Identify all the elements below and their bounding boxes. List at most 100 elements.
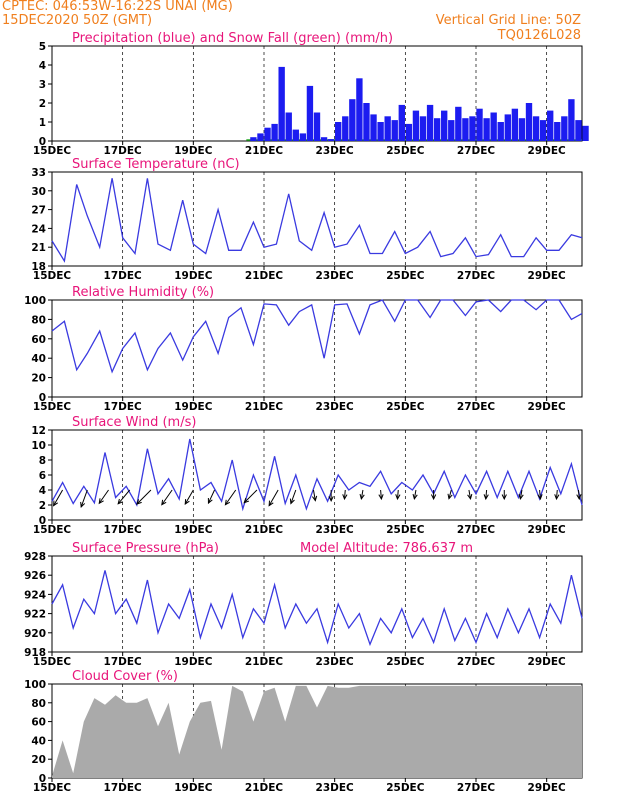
- y-tick-label: 0: [39, 773, 46, 785]
- y-tick-label: 5: [39, 41, 46, 53]
- wind-arrow-head: [98, 498, 104, 505]
- x-tick-label: 23DEC: [316, 401, 355, 413]
- wind-arrow-head: [430, 494, 437, 501]
- x-tick-label: 19DEC: [174, 145, 213, 157]
- y-tick-label: 10: [31, 440, 46, 452]
- x-tick-label: 29DEC: [528, 656, 567, 668]
- wind-arrow-head: [136, 499, 142, 505]
- x-tick-label: 23DEC: [316, 145, 355, 157]
- x-tick-label: 25DEC: [386, 782, 425, 794]
- wind-arrow: [539, 489, 541, 500]
- wind-arrow-head: [184, 499, 190, 506]
- x-tick-label: 21DEC: [245, 270, 284, 282]
- panel-title: Relative Humidity (%): [72, 285, 214, 300]
- x-tick-label: 17DEC: [104, 656, 143, 668]
- x-tick-label: 15DEC: [33, 145, 72, 157]
- wind-arrow: [136, 489, 152, 505]
- wind-arrow-head: [243, 497, 250, 504]
- x-tick-label: 21DEC: [245, 401, 284, 413]
- y-tick-label: 924: [24, 589, 46, 601]
- x-tick-label: 29DEC: [528, 270, 567, 282]
- wind-arrow-head: [161, 499, 167, 506]
- wind-arrow: [485, 489, 488, 500]
- header-model-code: TQ0126L028: [497, 28, 581, 43]
- series-line: [51, 299, 583, 374]
- precip-bar: [511, 108, 519, 141]
- y-tick-label: 4: [39, 60, 46, 72]
- x-tick-label: 21DEC: [245, 782, 284, 794]
- wind-arrow: [53, 489, 64, 506]
- wind-arrow-head: [268, 500, 274, 507]
- x-tick-label: 27DEC: [457, 401, 496, 413]
- y-tick-label: 12: [31, 425, 46, 437]
- y-tick-label: 0: [39, 136, 46, 148]
- precip-bar: [419, 116, 427, 141]
- cloud-area: [52, 685, 582, 778]
- series-line: [51, 438, 583, 512]
- y-tick-label: 928: [24, 551, 46, 563]
- y-tick-label: 100: [24, 679, 46, 691]
- wind-arrow-head: [483, 494, 489, 501]
- x-tick-label: 23DEC: [316, 270, 355, 282]
- x-tick-label: 27DEC: [457, 656, 496, 668]
- wind-arrow-head: [80, 501, 86, 508]
- wind-arrow-head: [378, 494, 384, 501]
- x-tick-label: 25DEC: [386, 145, 425, 157]
- precip-bar: [292, 129, 299, 141]
- y-tick-label: 926: [24, 570, 46, 582]
- precip-bar: [469, 116, 476, 141]
- wind-arrow-head: [395, 494, 401, 501]
- precip-bar: [349, 99, 356, 141]
- x-tick-label: 27DEC: [457, 145, 496, 157]
- wind-arrow: [413, 489, 417, 499]
- wind-arrow-head: [467, 493, 473, 500]
- wind-arrow-head: [224, 499, 231, 506]
- wind-arrow: [207, 489, 215, 504]
- precip-bar: [547, 110, 554, 141]
- y-tick-label: 922: [24, 609, 46, 621]
- wind-arrow: [448, 489, 452, 499]
- x-tick-label: 19DEC: [174, 782, 213, 794]
- y-tick-label: 100: [24, 295, 46, 307]
- x-tick-label: 27DEC: [457, 524, 496, 536]
- wind-arrow: [312, 489, 316, 501]
- wind-arrow: [555, 489, 558, 500]
- wind-arrow-head: [537, 494, 543, 501]
- y-tick-label: 18: [31, 261, 46, 273]
- y-tick-label: 21: [31, 242, 46, 254]
- wind-arrow: [184, 489, 194, 505]
- wind-arrow: [80, 489, 88, 508]
- x-tick-label: 17DEC: [104, 270, 143, 282]
- precip-bar: [264, 127, 271, 141]
- precip-bar: [504, 114, 511, 141]
- y-tick-label: 918: [24, 647, 46, 659]
- precip-bar: [250, 137, 257, 141]
- wind-arrow-head: [359, 493, 365, 500]
- precip-bar: [525, 103, 533, 141]
- x-tick-label: 17DEC: [104, 524, 143, 536]
- precip-bar: [356, 78, 363, 141]
- x-tick-label: 15DEC: [33, 656, 72, 668]
- panel-title: Surface Temperature (nC): [72, 157, 240, 172]
- wind-arrow-head: [312, 495, 318, 502]
- wind-arrow-head: [518, 493, 524, 500]
- x-tick-label: 29DEC: [528, 401, 567, 413]
- wind-arrow-head: [342, 494, 348, 501]
- wind-arrow-head: [576, 494, 582, 501]
- precip-bar: [568, 99, 575, 141]
- x-tick-label: 17DEC: [104, 145, 143, 157]
- precip-bar: [285, 112, 292, 141]
- precip-bar: [271, 123, 278, 141]
- x-tick-label: 27DEC: [457, 782, 496, 794]
- wind-arrow: [161, 489, 173, 506]
- precip-bar: [278, 66, 285, 141]
- precip-bar: [455, 106, 462, 141]
- y-tick-label: 20: [31, 373, 46, 385]
- wind-arrow: [380, 489, 382, 500]
- precip-bar: [476, 108, 483, 141]
- wind-arrow: [396, 489, 399, 500]
- panel-frame: [51, 299, 583, 398]
- wind-arrow: [577, 489, 580, 500]
- x-tick-label: 25DEC: [386, 401, 425, 413]
